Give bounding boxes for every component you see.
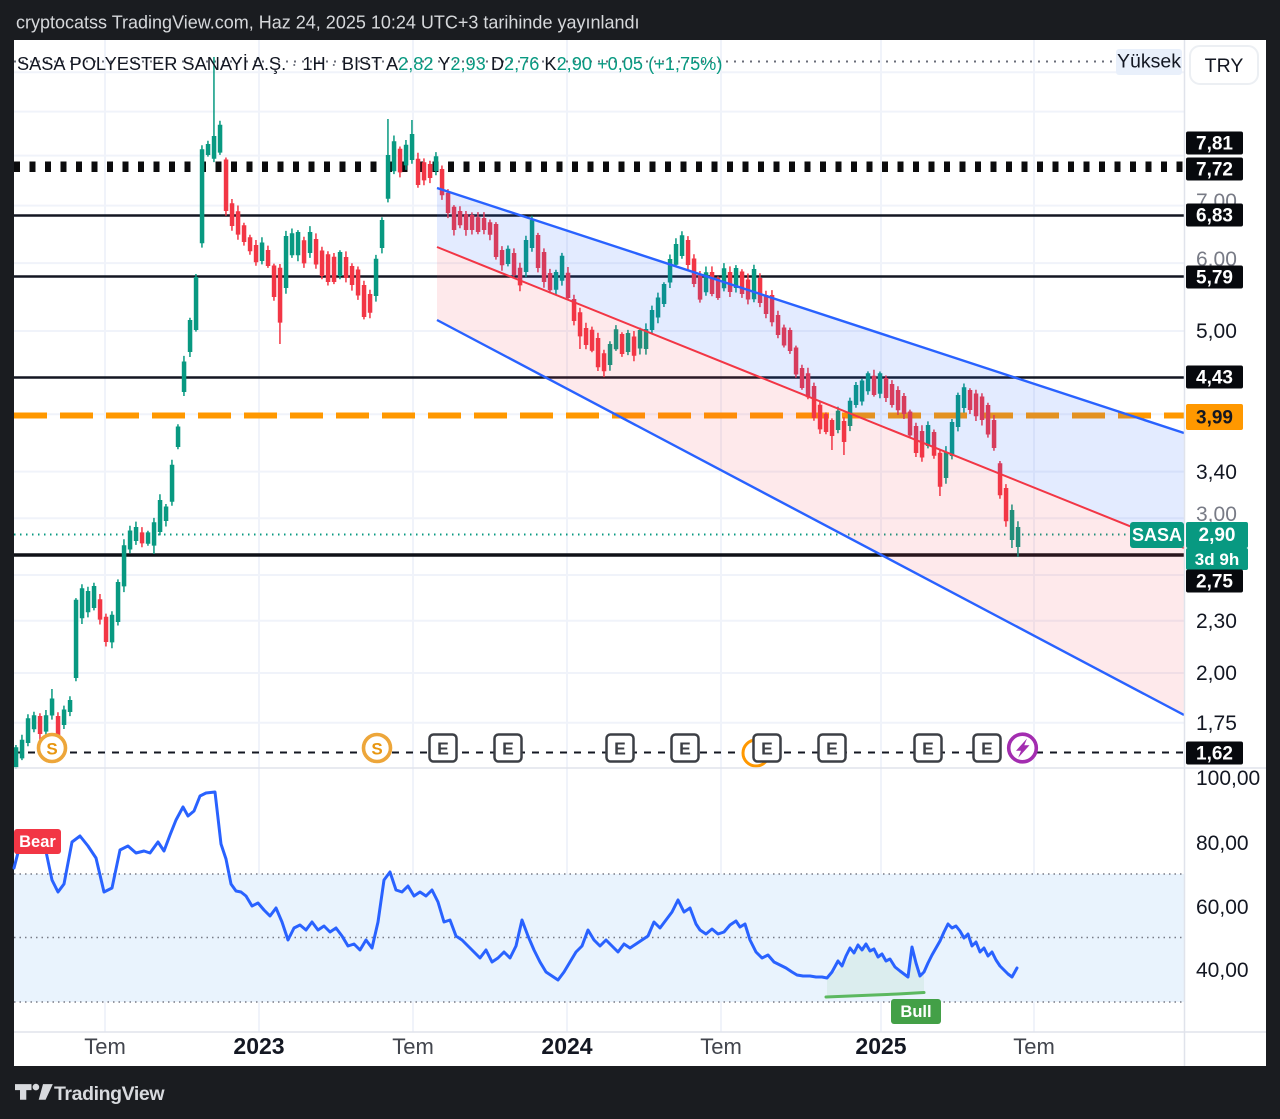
svg-text:Yüksek: Yüksek xyxy=(1117,51,1181,73)
svg-text:E: E xyxy=(437,739,449,759)
svg-text:S: S xyxy=(371,740,382,759)
svg-text:4,43: 4,43 xyxy=(1196,368,1233,389)
svg-text:E: E xyxy=(761,739,773,759)
svg-text:E: E xyxy=(826,739,838,759)
svg-text:100,00: 100,00 xyxy=(1196,767,1260,790)
svg-text:6,83: 6,83 xyxy=(1196,206,1233,227)
svg-text:E: E xyxy=(502,739,514,759)
svg-text:Tem: Tem xyxy=(392,1034,434,1059)
svg-text:2,75: 2,75 xyxy=(1196,572,1233,593)
svg-text:Bear: Bear xyxy=(19,833,56,851)
svg-text:E: E xyxy=(981,739,993,759)
svg-text:2,30: 2,30 xyxy=(1196,610,1237,633)
svg-text:2024: 2024 xyxy=(541,1033,592,1059)
svg-text:80,00: 80,00 xyxy=(1196,832,1249,855)
svg-text:S: S xyxy=(46,740,57,759)
svg-text:3d 9h: 3d 9h xyxy=(1195,550,1239,569)
svg-text:SASA: SASA xyxy=(1132,525,1182,545)
svg-text:3,99: 3,99 xyxy=(1196,408,1233,429)
svg-text:3,00: 3,00 xyxy=(1196,503,1237,526)
svg-text:2025: 2025 xyxy=(855,1033,906,1059)
svg-text:E: E xyxy=(922,739,934,759)
svg-text:cryptocatss TradingView.com, H: cryptocatss TradingView.com, Haz 24, 202… xyxy=(16,13,640,33)
svg-text:Tem: Tem xyxy=(1013,1034,1055,1059)
svg-text:7,72: 7,72 xyxy=(1196,160,1233,181)
svg-text:60,00: 60,00 xyxy=(1196,896,1249,919)
svg-text:40,00: 40,00 xyxy=(1196,959,1249,982)
svg-text:Tem: Tem xyxy=(700,1034,742,1059)
svg-text:7,81: 7,81 xyxy=(1196,134,1233,155)
svg-text:2,00: 2,00 xyxy=(1196,662,1237,685)
svg-text:SASA POLYESTER SANAYİ A.Ş. · 1: SASA POLYESTER SANAYİ A.Ş. · 1H · BIST A… xyxy=(17,54,722,74)
svg-text:TRY: TRY xyxy=(1205,55,1244,77)
svg-text:E: E xyxy=(614,739,626,759)
svg-text:3,40: 3,40 xyxy=(1196,461,1237,484)
svg-text:Bull: Bull xyxy=(900,1003,931,1021)
svg-text:Tem: Tem xyxy=(84,1034,126,1059)
svg-text:5,00: 5,00 xyxy=(1196,320,1237,343)
svg-text:E: E xyxy=(679,739,691,759)
svg-text:6,00: 6,00 xyxy=(1196,248,1237,271)
svg-text:2,90: 2,90 xyxy=(1199,525,1236,546)
svg-text:TradingView: TradingView xyxy=(54,1083,165,1105)
svg-text:1,75: 1,75 xyxy=(1196,712,1237,735)
svg-text:2023: 2023 xyxy=(233,1033,284,1059)
svg-text:5,79: 5,79 xyxy=(1196,268,1233,289)
svg-text:1,62: 1,62 xyxy=(1196,744,1233,765)
